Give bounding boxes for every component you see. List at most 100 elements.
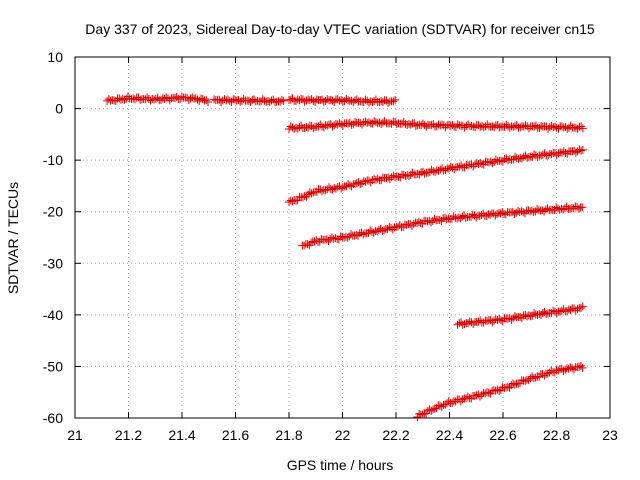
data-point: [328, 185, 337, 194]
x-tick-label: 22.8: [543, 427, 570, 443]
data-point: [377, 97, 386, 106]
data-point: [469, 162, 478, 171]
x-tick-label: 23: [602, 427, 618, 443]
data-point: [454, 213, 463, 222]
data-point: [427, 120, 436, 129]
data-point: [458, 212, 467, 221]
x-tick-label: 21.6: [222, 427, 249, 443]
data-point: [464, 120, 473, 129]
data-point: [279, 96, 288, 105]
data-point: [318, 187, 327, 196]
data-point: [150, 95, 159, 104]
data-point: [370, 117, 379, 126]
data-point: [364, 118, 373, 127]
data-point: [440, 213, 449, 222]
data-point: [389, 171, 398, 180]
data-point: [361, 117, 370, 126]
data-point: [429, 405, 438, 414]
data-point: [508, 207, 517, 216]
data-point: [222, 96, 231, 105]
y-axis-label: SDTVAR / TECUs: [5, 182, 21, 294]
data-point: [464, 161, 473, 170]
data-point: [430, 214, 439, 223]
series-track-2: [285, 117, 587, 134]
data-point: [578, 363, 587, 372]
chart-title: Day 337 of 2023, Sidereal Day-to-day VTE…: [85, 21, 595, 37]
x-tick-label: 21: [67, 427, 83, 443]
data-point: [352, 231, 361, 240]
data-point: [495, 386, 504, 395]
data-point: [371, 118, 380, 127]
data-point: [554, 366, 563, 375]
data-point: [538, 150, 547, 159]
data-point: [444, 164, 453, 173]
data-point: [415, 409, 424, 418]
data-point: [392, 172, 401, 181]
data-point: [455, 162, 464, 171]
data-point: [552, 123, 561, 132]
data-point: [547, 150, 556, 159]
data-point: [416, 219, 425, 228]
data-point: [323, 95, 332, 104]
data-point: [530, 309, 539, 318]
data-point: [413, 169, 422, 178]
data-point: [517, 207, 526, 216]
data-point: [516, 123, 525, 132]
data-point: [409, 219, 418, 228]
data-point: [398, 119, 407, 128]
x-tick-label: 22.6: [489, 427, 516, 443]
data-point: [391, 118, 400, 127]
data-point: [496, 316, 505, 325]
data-point: [542, 310, 551, 319]
data-point: [188, 93, 197, 102]
data-point: [321, 96, 330, 105]
data-point: [295, 96, 304, 105]
x-tick-label: 22.2: [382, 427, 409, 443]
data-point: [477, 211, 486, 220]
data-point: [524, 124, 533, 133]
data-point: [474, 317, 483, 326]
data-point: [437, 402, 446, 411]
data-point: [463, 319, 472, 328]
data-point: [380, 226, 389, 235]
data-point: [529, 374, 538, 383]
data-point: [110, 96, 119, 105]
data-point: [120, 95, 129, 104]
data-point: [304, 95, 313, 104]
data-point: [483, 316, 492, 325]
series-track-3: [285, 145, 587, 207]
data-point: [357, 228, 366, 237]
data-point: [523, 153, 532, 162]
data-point: [474, 121, 483, 130]
series-track-1a: [103, 92, 212, 107]
data-point: [502, 154, 511, 163]
data-point: [337, 120, 346, 129]
y-tick-label: -20: [43, 204, 63, 220]
y-tick-label: -30: [43, 255, 63, 271]
data-point: [428, 217, 437, 226]
data-point: [573, 147, 582, 156]
data-point: [538, 206, 547, 215]
data-point: [493, 210, 502, 219]
data-point: [578, 203, 587, 212]
data-point: [307, 122, 316, 131]
data-point: [568, 364, 577, 373]
data-point: [435, 216, 444, 225]
data-point: [573, 304, 582, 313]
data-point: [527, 206, 536, 215]
data-point: [441, 165, 450, 174]
data-point: [385, 175, 394, 184]
data-point: [441, 400, 450, 409]
data-point: [505, 123, 514, 132]
data-point: [503, 382, 512, 391]
data-point: [566, 121, 575, 130]
data-point: [300, 192, 309, 201]
data-point: [170, 94, 179, 103]
data-point: [458, 320, 467, 329]
data-point: [407, 221, 416, 230]
data-point: [328, 96, 337, 105]
data-point: [530, 122, 539, 131]
data-point: [430, 404, 439, 413]
data-point: [431, 168, 440, 177]
data-point: [225, 96, 234, 105]
